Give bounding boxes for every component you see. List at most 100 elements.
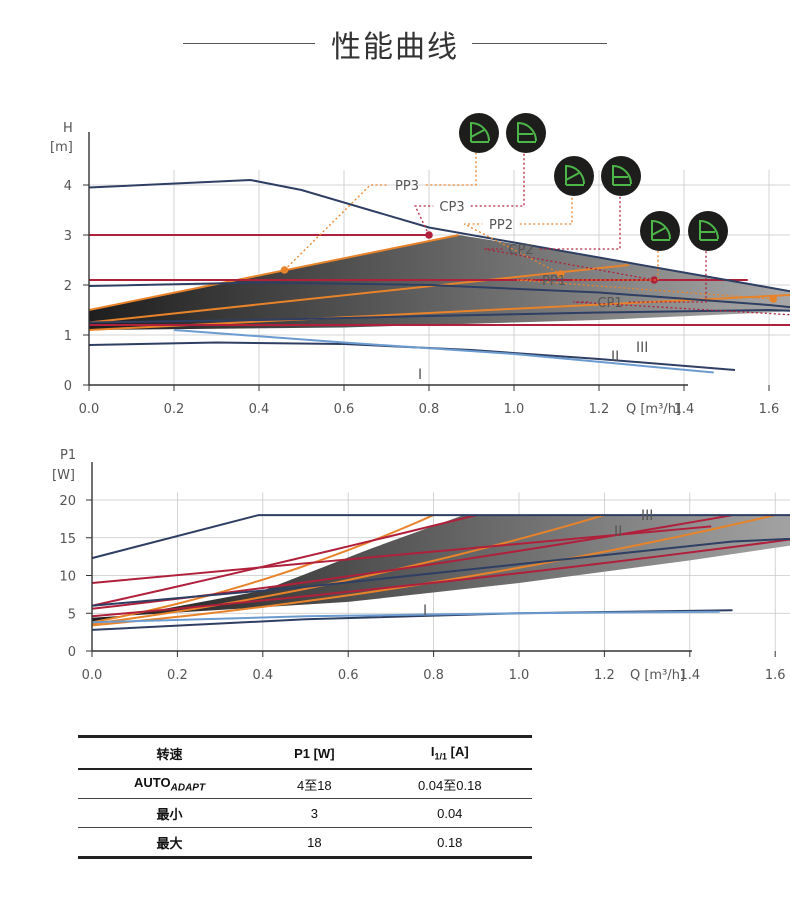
pump-curve-aux-3 <box>173 329 714 374</box>
callout-label-pp2: PP2 <box>489 218 513 233</box>
x-tick-label: 0.4 <box>252 668 273 683</box>
x-tick-label: 1.6 <box>759 402 780 417</box>
control-line-pp3 <box>88 234 459 311</box>
speed-label-i: I <box>423 603 427 619</box>
icon-curve <box>517 121 537 142</box>
x-tick-label: 0.6 <box>338 668 359 683</box>
icon-curve <box>612 164 632 185</box>
x-axis-label: Q [m³/h] <box>630 668 685 683</box>
control-line-aux-6 <box>91 525 712 585</box>
x-tick-label: 0.2 <box>167 668 188 683</box>
y-tick-label: 0 <box>64 379 72 394</box>
page-title: 性能曲线 <box>331 30 459 65</box>
callout-label-pp3: PP3 <box>395 179 419 194</box>
row-speed: AUTOADAPT <box>78 769 262 799</box>
operating-region <box>89 235 790 330</box>
x-tick-label: 0.2 <box>164 402 185 417</box>
constant-pressure-icon <box>506 113 546 153</box>
row-p1: 4至18 <box>261 769 368 799</box>
x-tick-label: 0.8 <box>419 402 440 417</box>
pump-curve-ii <box>88 281 790 309</box>
x-tick-label: 1.2 <box>594 668 615 683</box>
callout-leader <box>414 205 434 236</box>
spec-table: 转速 P1 [W] I1/1 [A] AUTOADAPT 4至18 0.04至0… <box>78 735 532 859</box>
pump-curve-aux-4 <box>88 308 790 324</box>
y-axis-label: H <box>63 121 73 136</box>
x-axis-label: Q [m³/h] <box>626 402 681 417</box>
x-tick-label: 1.4 <box>674 402 695 417</box>
title-rule-left <box>183 43 315 44</box>
callout-leader <box>628 250 707 303</box>
x-tick-label: 1.2 <box>589 402 610 417</box>
power-curve-aux-3 <box>91 610 720 624</box>
y-axis-unit: [m] <box>50 140 73 155</box>
x-tick-label: 1.4 <box>679 668 700 683</box>
y-tick-label: 5 <box>68 607 76 622</box>
x-tick-label: 0.8 <box>423 668 444 683</box>
x-tick-label: 0.6 <box>334 402 355 417</box>
x-tick-label: 0.4 <box>249 402 270 417</box>
y-tick-label: 3 <box>64 229 72 244</box>
callout-label-pp1: PP1 <box>542 274 566 289</box>
icon-curve <box>565 164 585 185</box>
y-axis-label: P1 <box>60 448 76 463</box>
y-tick-label: 2 <box>64 279 72 294</box>
icon-curve <box>651 219 671 240</box>
callout-label-cp1: CP1 <box>597 296 622 311</box>
speed-label-ii: II <box>614 524 622 540</box>
proportional-pressure-icon <box>459 113 499 153</box>
operating-point-pp1 <box>769 295 778 303</box>
power-curve-iii <box>91 514 790 560</box>
y-tick-label: 0 <box>68 645 76 660</box>
power-curve-ii <box>91 537 790 607</box>
row-current: 0.04至0.18 <box>367 769 532 799</box>
control-line-pp2 <box>88 264 629 324</box>
row-speed: 最小 <box>78 798 262 828</box>
speed-label-i: I <box>418 367 422 383</box>
icon-curve <box>699 219 719 240</box>
row-current: 0.04 <box>367 798 532 828</box>
row-current: 0.18 <box>367 827 532 859</box>
row-p1: 18 <box>261 827 368 859</box>
operating-point-pp3 <box>280 266 289 274</box>
row-speed: 最大 <box>78 827 262 859</box>
x-tick-label: 1.0 <box>509 668 530 683</box>
table-row: AUTOADAPT 4至18 0.04至0.18 <box>78 769 532 799</box>
head-flow-chart: 0.00.20.40.60.81.01.21.41.61.82.02.22.40… <box>50 113 790 417</box>
icon-curve <box>470 121 490 142</box>
control-line-pp2 <box>91 514 605 625</box>
y-tick-label: 4 <box>64 179 72 194</box>
header-current: I1/1 [A] <box>367 735 532 770</box>
callout-leader <box>484 248 655 281</box>
x-tick-label: 1.6 <box>765 668 786 683</box>
spec-table-header: 转速 P1 [W] I1/1 [A] <box>78 735 532 770</box>
operating-point-cp3 <box>425 231 433 239</box>
operating-point-pp2 <box>556 270 565 278</box>
icon-slope <box>470 129 485 138</box>
y-tick-label: 1 <box>64 329 72 344</box>
speed-label-iii: III <box>641 508 653 524</box>
callout-label-cp3: CP3 <box>439 200 464 215</box>
callout-label-cp2: CP2 <box>508 243 533 258</box>
control-line-cp3 <box>91 514 477 607</box>
callout-leader <box>572 250 659 281</box>
callout-leader <box>425 152 477 186</box>
header-speed: 转速 <box>78 735 262 770</box>
row-p1: 3 <box>261 798 368 828</box>
callout-leader <box>573 301 790 316</box>
x-tick-label: 0.0 <box>82 668 103 683</box>
power-flow-chart: 0.00.20.40.60.81.01.21.41.61.82.02.22.40… <box>52 448 790 683</box>
title-rule-right <box>472 43 607 44</box>
x-tick-label: 0.0 <box>79 402 100 417</box>
proportional-pressure-icon <box>640 211 680 251</box>
x-tick-label: 1.0 <box>504 402 525 417</box>
constant-pressure-icon <box>688 211 728 251</box>
y-tick-label: 20 <box>59 494 76 509</box>
table-row: 最小 3 0.04 <box>78 798 532 828</box>
icon-slope <box>565 172 580 181</box>
table-row: 最大 18 0.18 <box>78 827 532 859</box>
constant-pressure-icon <box>601 156 641 196</box>
speed-label-iii: III <box>636 340 648 356</box>
y-axis-unit: [W] <box>52 468 75 483</box>
control-line-cp1 <box>91 538 790 618</box>
